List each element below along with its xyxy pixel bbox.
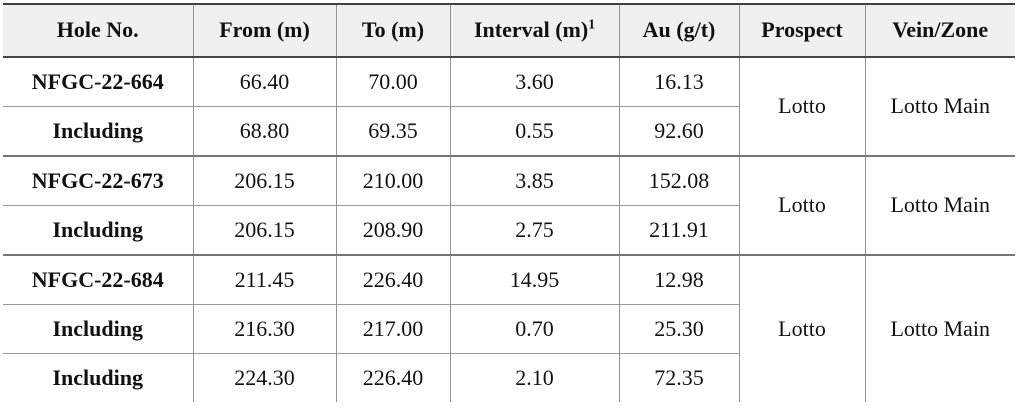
- cell-hole-no: NFGC-22-673: [3, 155, 193, 206]
- cell-interval: 0.70: [449, 304, 619, 354]
- cell-interval: 2.10: [449, 353, 619, 402]
- cell-hole-no: Including: [3, 353, 193, 402]
- cell-from: 206.15: [192, 155, 336, 206]
- cell-interval: 3.60: [449, 57, 619, 107]
- cell-au: 16.13: [618, 57, 739, 107]
- table-row: Including 206.15 208.90 2.75 211.91: [3, 205, 1015, 255]
- cell-au: 152.08: [618, 155, 739, 206]
- table-row: Including 68.80 69.35 0.55 92.60: [3, 106, 1015, 156]
- cell-interval: 14.95: [449, 254, 619, 305]
- cell-to: 70.00: [335, 57, 450, 107]
- cell-to: 217.00: [335, 304, 450, 354]
- col-header-interval: Interval (m)1: [449, 4, 619, 58]
- cell-hole-no: Including: [3, 205, 193, 255]
- cell-from: 211.45: [192, 254, 336, 305]
- cell-au: 72.35: [618, 353, 739, 402]
- table-row: Including 224.30 226.40 2.10 72.35: [3, 353, 1015, 402]
- cell-to: 226.40: [335, 254, 450, 305]
- cell-hole-no: NFGC-22-684: [3, 254, 193, 305]
- cell-to: 208.90: [335, 205, 450, 255]
- cell-prospect: Lotto: [738, 155, 865, 255]
- drill-results-table: Hole No. From (m) To (m) Interval (m)1 A…: [3, 3, 1015, 402]
- cell-au: 12.98: [618, 254, 739, 305]
- col-header-from: From (m): [192, 4, 336, 58]
- footnote-marker: 1: [588, 17, 596, 33]
- cell-interval: 0.55: [449, 106, 619, 156]
- cell-from: 224.30: [192, 353, 336, 402]
- header-row: Hole No. From (m) To (m) Interval (m)1 A…: [3, 4, 1015, 58]
- cell-to: 210.00: [335, 155, 450, 206]
- cell-from: 66.40: [192, 57, 336, 107]
- cell-vein-zone: Lotto Main: [864, 254, 1015, 402]
- cell-interval: 3.85: [449, 155, 619, 206]
- table-row: NFGC-22-684 211.45 226.40 14.95 12.98 Lo…: [3, 254, 1015, 402]
- table-row: NFGC-22-664 66.40 70.00 3.60 16.13 Lotto…: [3, 57, 1015, 156]
- table-row: NFGC-22-673 206.15 210.00 3.85 152.08 Lo…: [3, 155, 1015, 255]
- cell-from: 68.80: [192, 106, 336, 156]
- col-header-vein-zone: Vein/Zone: [864, 4, 1015, 58]
- col-header-hole-no: Hole No.: [3, 4, 193, 58]
- cell-au: 25.30: [618, 304, 739, 354]
- cell-from: 206.15: [192, 205, 336, 255]
- cell-hole-no: Including: [3, 304, 193, 354]
- cell-to: 69.35: [335, 106, 450, 156]
- table-row: Including 216.30 217.00 0.70 25.30: [3, 304, 1015, 354]
- cell-interval: 2.75: [449, 205, 619, 255]
- col-header-prospect: Prospect: [738, 4, 865, 58]
- cell-hole-no: Including: [3, 106, 193, 156]
- cell-prospect: Lotto: [738, 254, 865, 402]
- cell-au: 92.60: [618, 106, 739, 156]
- col-header-to: To (m): [335, 4, 450, 58]
- col-header-au: Au (g/t): [618, 4, 739, 58]
- col-header-interval-label: Interval (m): [473, 17, 589, 43]
- cell-hole-no: NFGC-22-664: [31, 68, 164, 94]
- cell-to: 226.40: [335, 353, 450, 402]
- cell-vein-zone: Lotto Main: [864, 57, 1015, 156]
- cell-vein-zone: Lotto Main: [864, 155, 1015, 255]
- cell-au: 211.91: [618, 205, 739, 255]
- cell-from: 216.30: [192, 304, 336, 354]
- cell-prospect: Lotto: [738, 57, 865, 156]
